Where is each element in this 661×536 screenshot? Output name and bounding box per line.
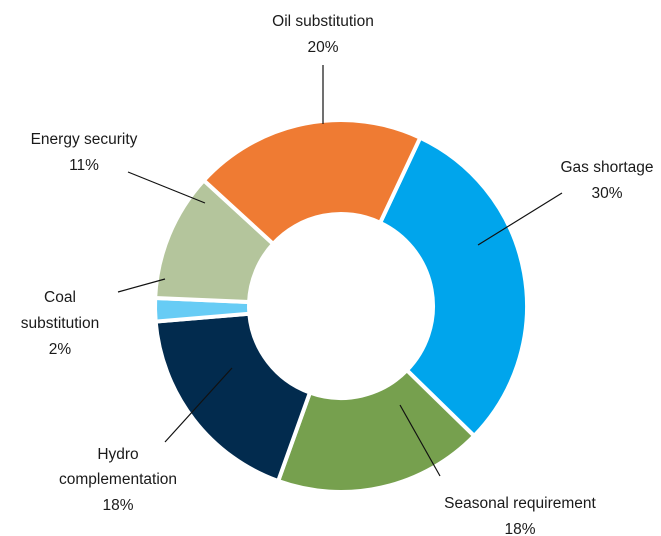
label-coal-name: Coal: [44, 289, 76, 306]
label-hydro-complementation-value: 18%: [102, 497, 133, 514]
leader-hydro-complementation: [164, 367, 233, 443]
label-seasonal-requirement-value: 18%: [504, 521, 535, 536]
label-gas-shortage-name: Gas shortage: [560, 159, 653, 176]
label-seasonal-requirement-name: Seasonal requirement: [444, 495, 596, 512]
labels-group: Gas shortage 30% Seasonal requirement 18…: [21, 13, 654, 536]
slice-oil-substitution: [200, 118, 423, 247]
leader-coal-substitution: [117, 278, 166, 293]
label-hydro-name-2: complementation: [59, 471, 177, 488]
label-oil-substitution-name: Oil substitution: [272, 13, 374, 30]
label-gas-shortage-value: 30%: [591, 185, 622, 202]
label-energy-security-value: 11%: [69, 157, 99, 174]
label-hydro-name: Hydro: [97, 446, 138, 463]
label-oil-substitution-value: 20%: [307, 39, 338, 56]
label-energy-security-name: Energy security: [31, 131, 138, 148]
label-coal-substitution-value: 2%: [49, 341, 72, 358]
slice-hydro-complementation: [153, 311, 313, 484]
slice-gas-shortage: [377, 135, 529, 439]
slices-group: [153, 118, 529, 494]
slice-seasonal-requirement: [275, 367, 477, 494]
label-coal-name-2: substitution: [21, 315, 99, 332]
leader-seasonal-requirement: [399, 404, 441, 477]
leader-energy-security: [127, 171, 206, 204]
leader-gas-shortage: [477, 192, 563, 246]
